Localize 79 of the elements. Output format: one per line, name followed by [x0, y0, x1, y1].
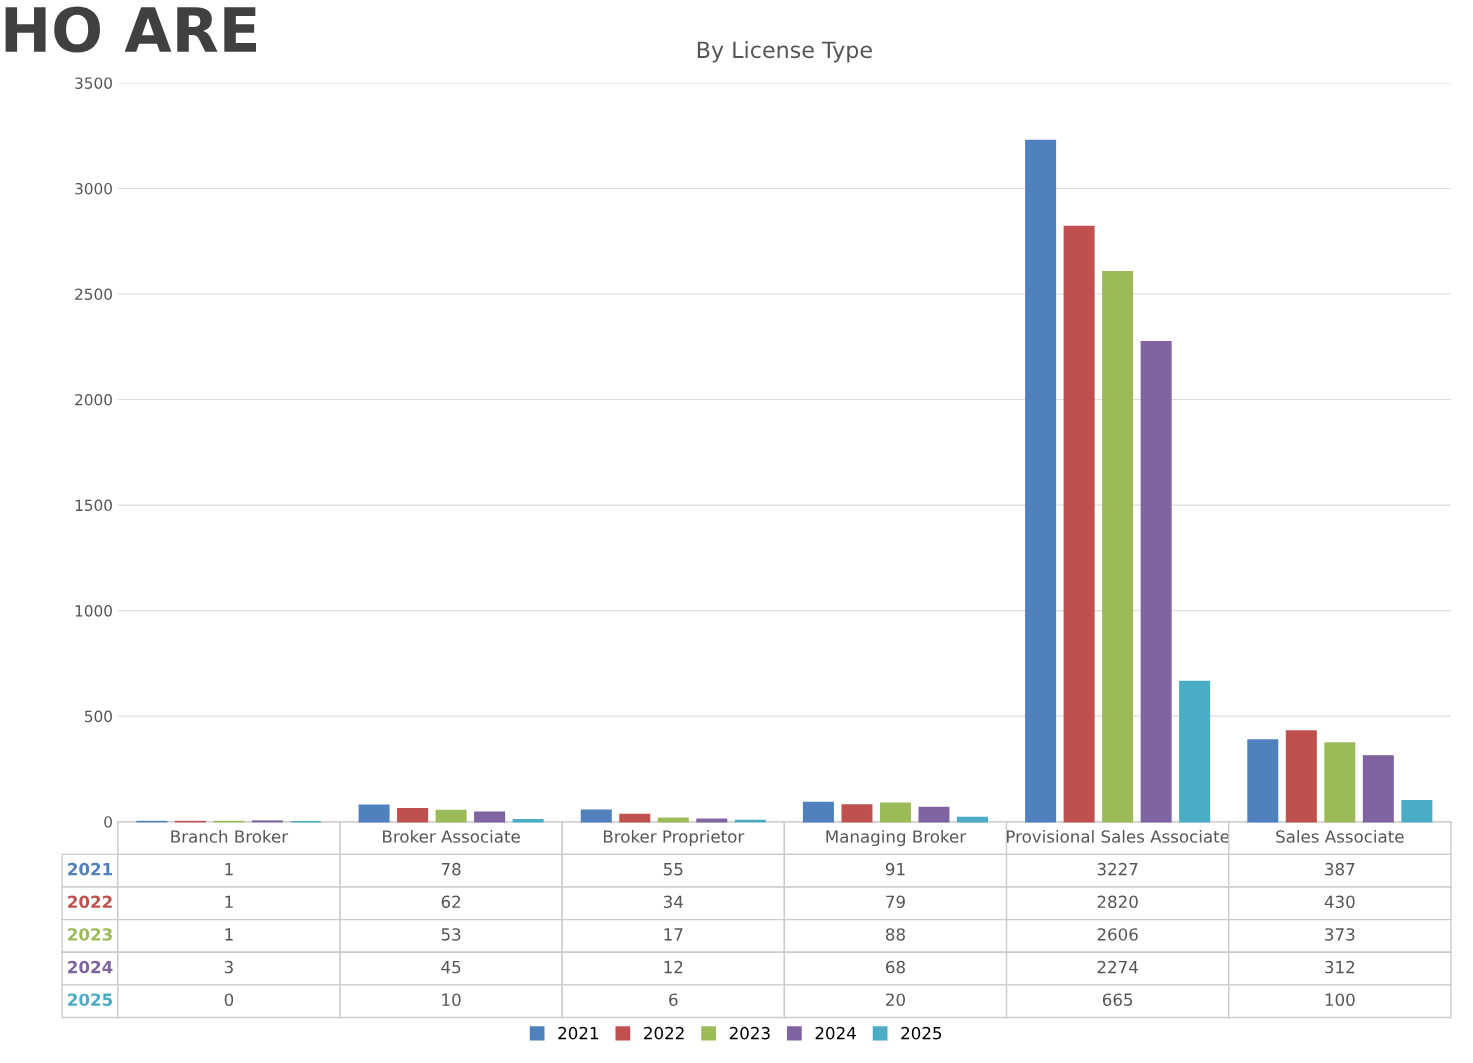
bar	[1401, 799, 1433, 823]
bar	[841, 804, 873, 823]
legend-label: 2022	[644, 1026, 684, 1040]
data-label: 68	[886, 960, 905, 974]
bar	[435, 809, 467, 823]
legend-label: 2024	[815, 1026, 856, 1040]
data-label: 1	[225, 895, 233, 908]
bar	[1285, 730, 1317, 823]
x-tick-label: Sales Associate	[1276, 829, 1404, 843]
text: 2024	[68, 960, 113, 974]
chart-title: By License Type	[697, 41, 872, 63]
data-label: 1	[225, 928, 233, 941]
data-label: 91	[885, 862, 905, 876]
bar	[1140, 341, 1172, 823]
bar	[580, 809, 612, 823]
y-tick-label: 2000	[75, 394, 112, 406]
legend-label: 2021	[558, 1026, 598, 1040]
bar	[1247, 739, 1279, 823]
data-label: 2820	[1097, 895, 1138, 909]
x-tick-label: Provisional Sales Associate	[1006, 829, 1230, 843]
bar	[956, 816, 988, 823]
data-label: 373	[1325, 928, 1355, 941]
x-tick-label: Broker Proprietor	[603, 829, 745, 847]
data-label: 430	[1324, 895, 1355, 909]
data-label: 100	[1325, 993, 1355, 1006]
bar	[918, 806, 950, 823]
data-label: 2274	[1097, 960, 1138, 974]
bar	[657, 817, 689, 823]
y-tick-label: 3500	[75, 77, 112, 89]
data-label: 34	[663, 895, 683, 909]
data-label: 312	[1325, 960, 1355, 974]
x-tick-label: Broker Associate	[383, 829, 520, 843]
data-label: 45	[441, 960, 461, 974]
bar	[879, 802, 911, 823]
data-label: 55	[663, 863, 683, 876]
x-tick-label: Managing Broker	[826, 829, 967, 847]
data-label: 3227	[1097, 862, 1138, 876]
y-tick-label: 1000	[75, 605, 112, 617]
bar	[358, 804, 390, 823]
data-label: 387	[1325, 862, 1355, 876]
legend-label: 2025	[901, 1026, 942, 1040]
data-label: 79	[886, 895, 905, 909]
x-tick-label: Branch Broker	[171, 829, 289, 843]
y-tick-label: 500	[85, 710, 112, 723]
bar	[1362, 755, 1394, 823]
data-label: 53	[441, 928, 461, 941]
text: 2025	[68, 993, 113, 1006]
data-label: 12	[664, 960, 683, 974]
text: HO ARE	[5, 6, 256, 53]
legend-label: 2023	[729, 1026, 770, 1040]
data-label: 3	[224, 960, 233, 974]
bar	[696, 818, 728, 823]
y-tick-label: 3000	[75, 182, 112, 195]
bar	[1102, 270, 1134, 823]
bar	[1063, 225, 1095, 823]
text: 2023	[68, 928, 112, 941]
data-label: 1	[225, 863, 233, 876]
data-label: 6	[669, 993, 678, 1006]
text: 2021	[68, 862, 113, 876]
bar	[474, 811, 506, 823]
bar	[619, 813, 651, 823]
data-label: 88	[885, 928, 905, 941]
bar	[1179, 680, 1211, 823]
y-tick-label: 1500	[75, 499, 112, 512]
data-label: 62	[441, 895, 461, 909]
text: 2022	[68, 895, 112, 909]
data-label: 665	[1102, 993, 1133, 1006]
data-label: 0	[224, 993, 234, 1006]
data-label: 20	[886, 993, 905, 1006]
data-label: 17	[664, 928, 683, 941]
bar	[802, 801, 834, 823]
bar	[1324, 742, 1356, 823]
data-label: 2606	[1097, 928, 1138, 941]
y-tick-label: 0	[104, 816, 112, 828]
data-label: 10	[442, 993, 461, 1006]
bar	[1025, 139, 1057, 823]
y-tick-label: 2500	[75, 288, 112, 301]
data-label: 78	[441, 862, 461, 876]
bar	[397, 807, 429, 823]
